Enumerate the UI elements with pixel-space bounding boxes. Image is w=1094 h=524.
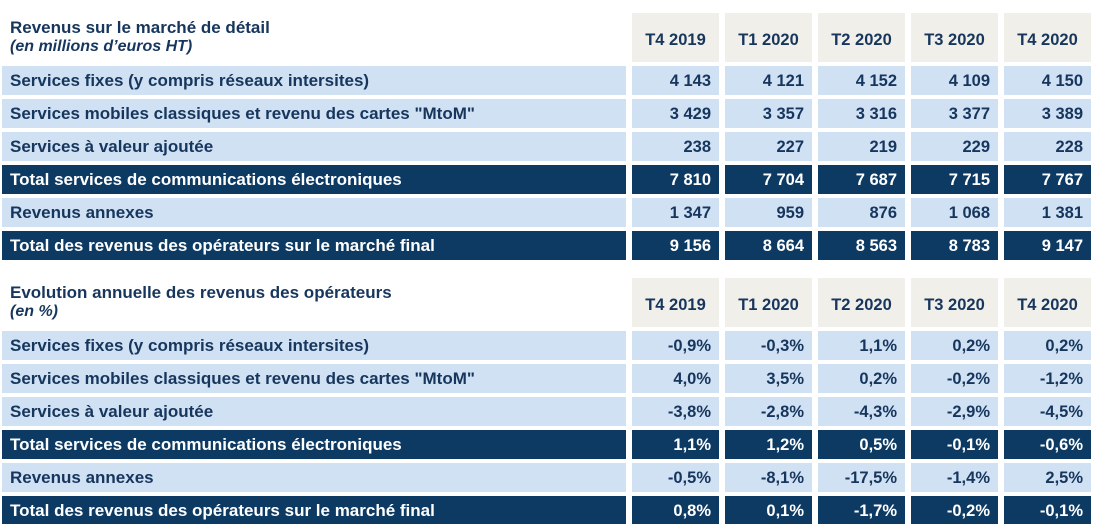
row-label: Services mobiles classiques et revenu de… <box>2 364 626 393</box>
value-cell: 4 152 <box>818 66 905 95</box>
value-cell: 7 767 <box>1004 165 1091 194</box>
table-title: Revenus sur le marché de détail <box>10 18 270 38</box>
row-label: Services à valeur ajoutée <box>2 397 626 426</box>
value-cell: 0,8% <box>632 496 719 524</box>
value-cell: 1,1% <box>632 430 719 459</box>
value-cell: -17,5% <box>818 463 905 492</box>
value-cell: -1,2% <box>1004 364 1091 393</box>
value-cell: -2,8% <box>725 397 812 426</box>
value-cell: 7 715 <box>911 165 998 194</box>
column-header: T4 2019 <box>632 278 719 327</box>
column-header: T4 2020 <box>1004 13 1091 62</box>
value-cell: 4 121 <box>725 66 812 95</box>
row-label: Revenus annexes <box>2 198 626 227</box>
value-cell: -3,8% <box>632 397 719 426</box>
value-cell: 9 156 <box>632 231 719 260</box>
row-label: Total services de communications électro… <box>2 430 626 459</box>
value-cell: 228 <box>1004 132 1091 161</box>
table-title: Evolution annuelle des revenus des opéra… <box>10 283 392 303</box>
value-cell: -1,7% <box>818 496 905 524</box>
row-label: Services fixes (y compris réseaux inters… <box>2 331 626 360</box>
value-cell: -0,3% <box>725 331 812 360</box>
value-cell: 0,2% <box>911 331 998 360</box>
value-cell: 8 563 <box>818 231 905 260</box>
row-label: Revenus annexes <box>2 463 626 492</box>
value-cell: 8 664 <box>725 231 812 260</box>
value-cell: 229 <box>911 132 998 161</box>
column-header: T3 2020 <box>911 278 998 327</box>
table-title-block: Evolution annuelle des revenus des opéra… <box>2 278 626 327</box>
value-cell: -0,2% <box>911 364 998 393</box>
row-label: Services fixes (y compris réseaux inters… <box>2 66 626 95</box>
value-cell: 219 <box>818 132 905 161</box>
value-cell: -0,1% <box>1004 496 1091 524</box>
table-subtitle: (en millions d’euros HT) <box>10 38 193 56</box>
value-cell: 7 704 <box>725 165 812 194</box>
value-cell: 3 389 <box>1004 99 1091 128</box>
table-subtitle: (en %) <box>10 303 58 321</box>
column-header: T4 2019 <box>632 13 719 62</box>
value-cell: -8,1% <box>725 463 812 492</box>
value-cell: -2,9% <box>911 397 998 426</box>
value-cell: 3 316 <box>818 99 905 128</box>
value-cell: 0,1% <box>725 496 812 524</box>
value-cell: 1,1% <box>818 331 905 360</box>
value-cell: -4,3% <box>818 397 905 426</box>
value-cell: -0,1% <box>911 430 998 459</box>
value-cell: 4 109 <box>911 66 998 95</box>
value-cell: 3 377 <box>911 99 998 128</box>
column-header: T3 2020 <box>911 13 998 62</box>
value-cell: -0,5% <box>632 463 719 492</box>
value-cell: -0,6% <box>1004 430 1091 459</box>
row-label: Total services de communications électro… <box>2 165 626 194</box>
value-cell: 3 357 <box>725 99 812 128</box>
row-label: Total des revenus des opérateurs sur le … <box>2 231 626 260</box>
value-cell: 9 147 <box>1004 231 1091 260</box>
value-cell: 959 <box>725 198 812 227</box>
column-header: T1 2020 <box>725 13 812 62</box>
value-cell: -4,5% <box>1004 397 1091 426</box>
value-cell: -0,9% <box>632 331 719 360</box>
value-cell: 7 810 <box>632 165 719 194</box>
value-cell: 0,2% <box>818 364 905 393</box>
value-cell: 1 068 <box>911 198 998 227</box>
value-cell: 3,5% <box>725 364 812 393</box>
table-gap <box>2 260 1094 278</box>
value-cell: 0,2% <box>1004 331 1091 360</box>
value-cell: -0,2% <box>911 496 998 524</box>
column-header: T2 2020 <box>818 13 905 62</box>
row-label: Services à valeur ajoutée <box>2 132 626 161</box>
column-header: T4 2020 <box>1004 278 1091 327</box>
table-title-block: Revenus sur le marché de détail (en mill… <box>2 13 626 62</box>
value-cell: -1,4% <box>911 463 998 492</box>
revenue-table-millions: Revenus sur le marché de détail (en mill… <box>2 13 1091 260</box>
value-cell: 876 <box>818 198 905 227</box>
evolution-table-percent: Evolution annuelle des revenus des opéra… <box>2 278 1091 524</box>
value-cell: 0,5% <box>818 430 905 459</box>
value-cell: 4 150 <box>1004 66 1091 95</box>
value-cell: 238 <box>632 132 719 161</box>
value-cell: 4 143 <box>632 66 719 95</box>
value-cell: 1 381 <box>1004 198 1091 227</box>
value-cell: 1 347 <box>632 198 719 227</box>
value-cell: 8 783 <box>911 231 998 260</box>
column-header: T1 2020 <box>725 278 812 327</box>
value-cell: 3 429 <box>632 99 719 128</box>
value-cell: 227 <box>725 132 812 161</box>
row-label: Services mobiles classiques et revenu de… <box>2 99 626 128</box>
value-cell: 1,2% <box>725 430 812 459</box>
value-cell: 2,5% <box>1004 463 1091 492</box>
value-cell: 4,0% <box>632 364 719 393</box>
row-label: Total des revenus des opérateurs sur le … <box>2 496 626 524</box>
value-cell: 7 687 <box>818 165 905 194</box>
column-header: T2 2020 <box>818 278 905 327</box>
